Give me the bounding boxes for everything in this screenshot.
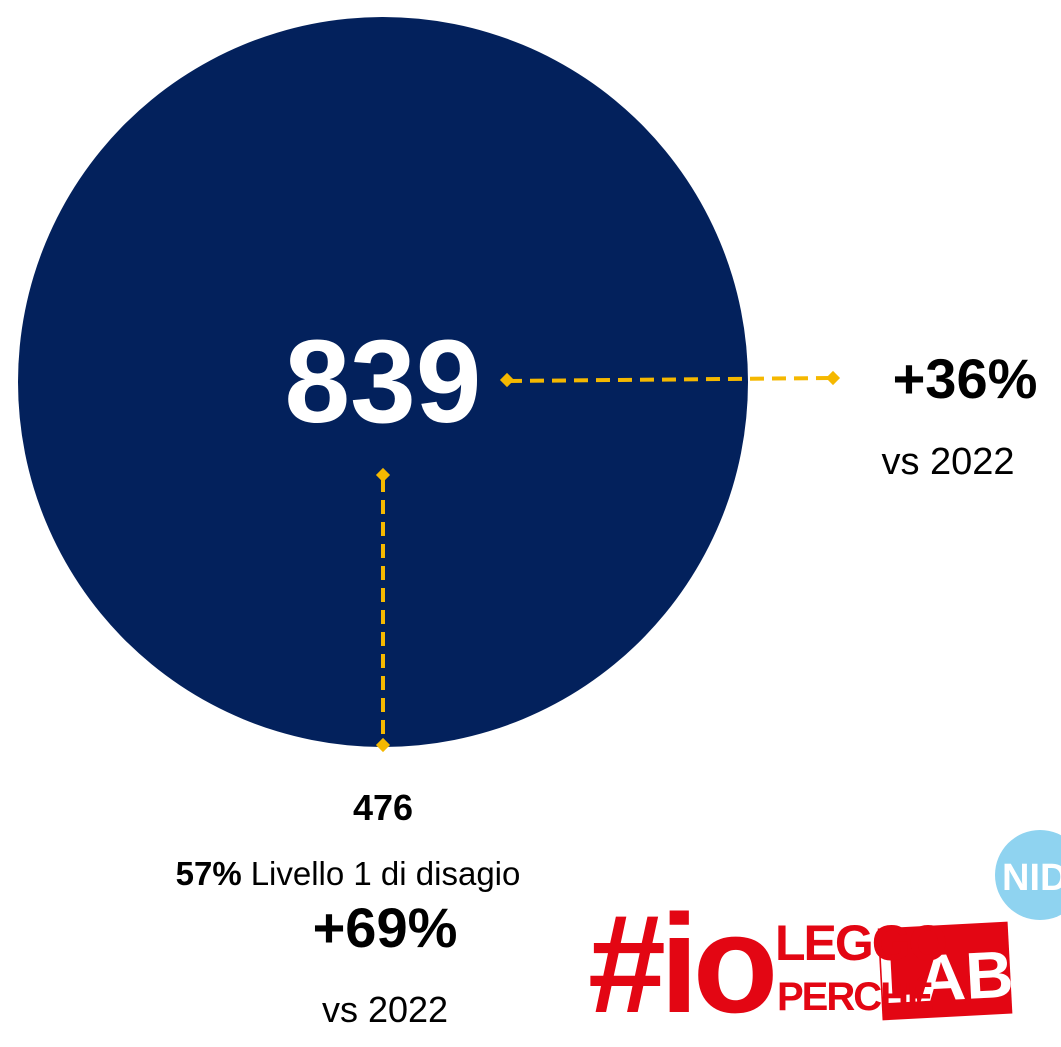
logo-top: LEGGO [775,915,946,971]
main-value: 839 [285,316,482,448]
logo-badge [995,830,1061,920]
logo-badge-text: NIDI [1002,857,1061,899]
logo-bottom: PERCHÉ [777,974,933,1019]
right-note: vs 2022 [881,441,1014,483]
logo: NIDI LAB #io LEGGO PERCHÉ [588,830,1061,1042]
logo-hash: #io [588,885,774,1042]
bottom-label: Livello 1 di disagio [251,855,521,892]
bottom-share-line: 57% Livello 1 di disagio [176,855,521,892]
logo-lab-box [877,921,1013,1021]
bottom-note: vs 2022 [322,989,448,1030]
connector-bottom [375,467,391,753]
logo-lab: LAB [876,936,1015,1017]
bottom-count: 476 [353,787,413,828]
bottom-change: +69% [313,896,458,959]
main-circle [18,17,748,747]
bottom-share: 57% [176,855,242,892]
right-change: +36% [893,347,1038,410]
connector-right [499,370,841,388]
